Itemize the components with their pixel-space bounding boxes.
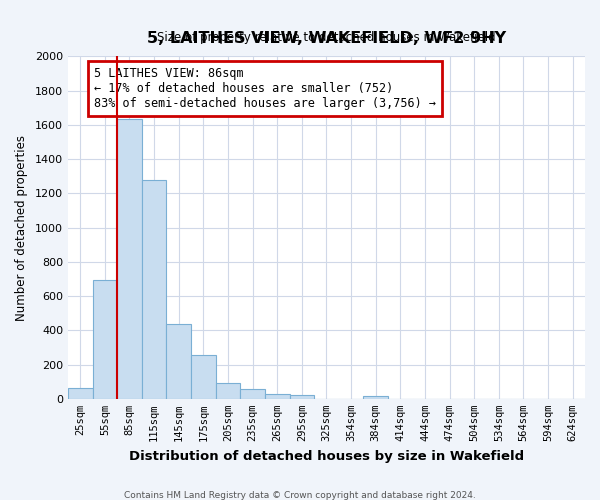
X-axis label: Distribution of detached houses by size in Wakefield: Distribution of detached houses by size … [129, 450, 524, 462]
Text: Contains HM Land Registry data © Crown copyright and database right 2024.: Contains HM Land Registry data © Crown c… [124, 490, 476, 500]
Text: 5 LAITHES VIEW: 86sqm
← 17% of detached houses are smaller (752)
83% of semi-det: 5 LAITHES VIEW: 86sqm ← 17% of detached … [94, 66, 436, 110]
Bar [240, 390, 265, 399]
Bar [142, 180, 166, 399]
Text: Size of property relative to detached houses in Wakefield: Size of property relative to detached ho… [157, 32, 496, 44]
Y-axis label: Number of detached properties: Number of detached properties [15, 134, 28, 320]
Title: 5, LAITHES VIEW, WAKEFIELD, WF2 9HY: 5, LAITHES VIEW, WAKEFIELD, WF2 9HY [147, 30, 506, 46]
Bar [191, 355, 215, 399]
Bar [92, 280, 117, 399]
Bar [117, 119, 142, 399]
Bar [265, 394, 290, 399]
Bar [166, 324, 191, 399]
Bar [290, 396, 314, 399]
Bar [215, 384, 240, 399]
Bar [68, 388, 92, 399]
Bar [364, 396, 388, 399]
